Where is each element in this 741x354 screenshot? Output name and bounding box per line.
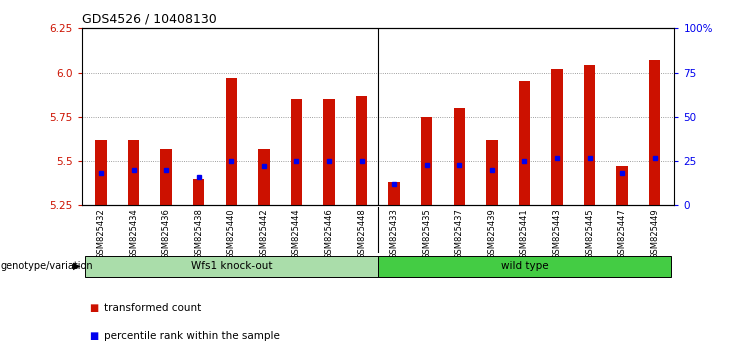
- Text: percentile rank within the sample: percentile rank within the sample: [104, 331, 279, 341]
- Bar: [486, 140, 498, 205]
- Bar: [356, 96, 368, 205]
- Bar: [584, 65, 595, 205]
- Text: transformed count: transformed count: [104, 303, 201, 313]
- Bar: [649, 60, 660, 205]
- Text: GSM825443: GSM825443: [553, 208, 562, 259]
- Bar: [193, 179, 205, 205]
- Text: GDS4526 / 10408130: GDS4526 / 10408130: [82, 13, 216, 26]
- Text: GSM825448: GSM825448: [357, 208, 366, 259]
- Text: GSM825441: GSM825441: [520, 208, 529, 259]
- Text: GSM825449: GSM825449: [651, 208, 659, 259]
- Text: GSM825446: GSM825446: [325, 208, 333, 259]
- Text: GSM825444: GSM825444: [292, 208, 301, 259]
- FancyBboxPatch shape: [378, 256, 671, 277]
- Bar: [388, 182, 400, 205]
- Bar: [226, 78, 237, 205]
- Text: GSM825436: GSM825436: [162, 208, 170, 259]
- Text: GSM825433: GSM825433: [390, 208, 399, 259]
- Text: Wfs1 knock-out: Wfs1 knock-out: [190, 261, 272, 272]
- FancyBboxPatch shape: [84, 256, 378, 277]
- Bar: [617, 166, 628, 205]
- Bar: [519, 81, 530, 205]
- Text: GSM825434: GSM825434: [129, 208, 138, 259]
- Bar: [551, 69, 562, 205]
- Text: GSM825440: GSM825440: [227, 208, 236, 259]
- Text: wild type: wild type: [501, 261, 548, 272]
- Text: GSM825447: GSM825447: [618, 208, 627, 259]
- Text: GSM825442: GSM825442: [259, 208, 268, 259]
- Bar: [258, 149, 270, 205]
- Bar: [161, 149, 172, 205]
- Text: genotype/variation: genotype/variation: [1, 261, 93, 271]
- Text: GSM825437: GSM825437: [455, 208, 464, 259]
- Text: GSM825435: GSM825435: [422, 208, 431, 259]
- Text: GSM825438: GSM825438: [194, 208, 203, 259]
- Bar: [421, 117, 433, 205]
- Bar: [290, 99, 302, 205]
- Text: ■: ■: [89, 331, 98, 341]
- Text: GSM825445: GSM825445: [585, 208, 594, 259]
- Text: GSM825439: GSM825439: [488, 208, 496, 259]
- Text: ▶: ▶: [73, 261, 80, 271]
- Bar: [453, 108, 465, 205]
- Text: GSM825432: GSM825432: [96, 208, 105, 259]
- Bar: [128, 140, 139, 205]
- Bar: [323, 99, 335, 205]
- Bar: [96, 140, 107, 205]
- Text: ■: ■: [89, 303, 98, 313]
